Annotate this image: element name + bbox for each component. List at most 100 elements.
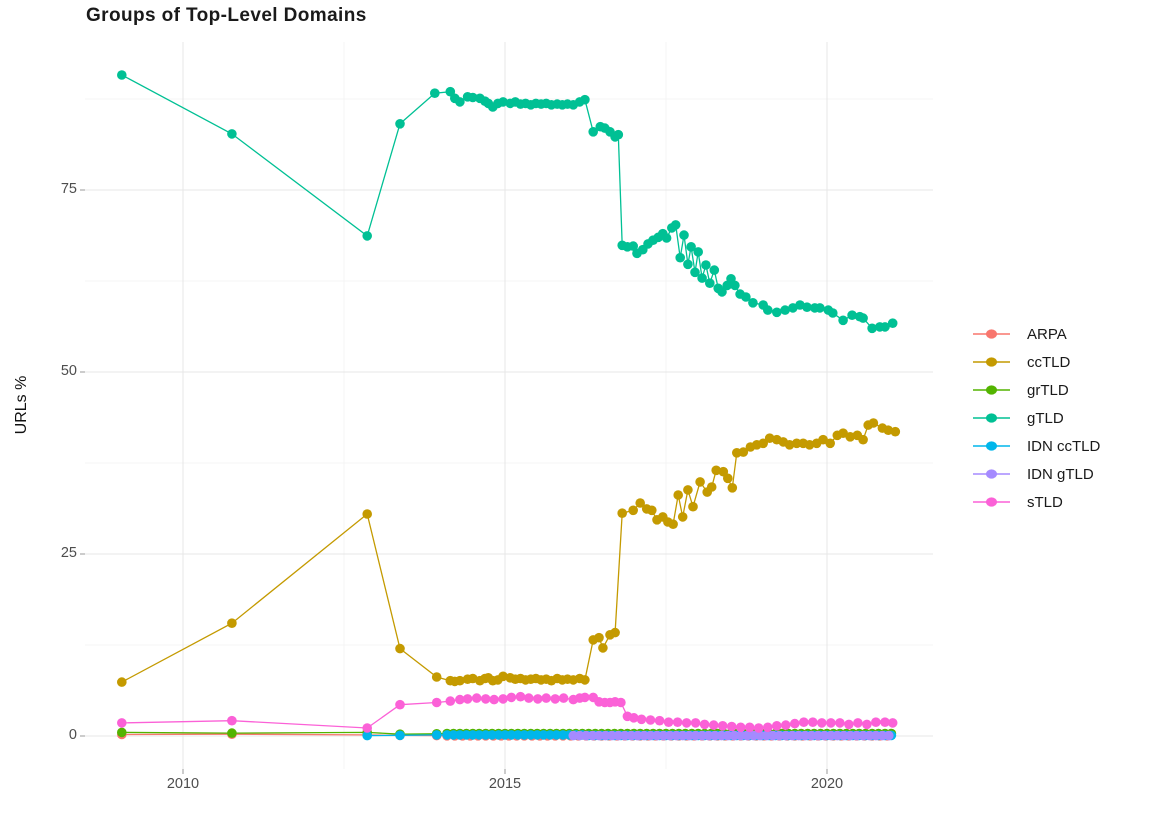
data-point-gtld	[697, 273, 707, 283]
data-point-stld	[550, 694, 560, 704]
data-point-stld	[489, 694, 499, 705]
data-point-stld	[498, 694, 508, 704]
legend-label: grTLD	[1027, 381, 1069, 399]
data-point-gtld	[772, 307, 782, 318]
data-point-idn-gtld	[884, 730, 894, 741]
data-point-cctld	[227, 618, 237, 628]
data-point-stld	[663, 717, 674, 727]
data-point-stld	[480, 694, 491, 704]
data-point-gtld	[748, 298, 758, 308]
data-point-cctld	[890, 426, 901, 437]
data-point-cctld	[838, 428, 848, 439]
data-point-cctld	[758, 438, 768, 449]
data-point-grtld	[227, 728, 237, 738]
legend-key-icon	[973, 385, 1010, 395]
series-line-gtld	[121, 74, 893, 330]
chart-title: Groups of Top-Level Domains	[86, 5, 367, 26]
data-point-gtld	[675, 252, 685, 263]
data-point-gtld	[430, 88, 440, 98]
data-point-gtld	[867, 323, 877, 334]
data-point-stld	[826, 718, 836, 728]
legend-item-idn-gtld: IDN gTLD	[973, 460, 1100, 488]
legend-item-gtld: gTLD	[973, 404, 1100, 432]
data-point-cctld	[825, 438, 835, 449]
data-point-cctld	[858, 434, 868, 445]
data-point-gtld	[780, 305, 790, 315]
data-point-stld	[580, 692, 590, 703]
data-point-stld	[445, 696, 456, 706]
data-point-stld	[506, 692, 517, 703]
data-point-stld	[790, 718, 800, 729]
legend-key-icon	[973, 469, 1010, 479]
legend-label: ARPA	[1027, 325, 1067, 343]
legend-item-stld: sTLD	[973, 488, 1100, 516]
data-point-cctld	[688, 501, 698, 512]
legend-item-cctld: ccTLD	[973, 348, 1100, 376]
data-point-stld	[880, 717, 890, 727]
data-point-gtld	[455, 97, 465, 107]
data-point-idn-cctld	[362, 730, 373, 741]
data-point-gtld	[847, 310, 857, 321]
data-point-gtld	[613, 129, 624, 140]
data-point-gtld	[628, 241, 638, 251]
data-point-stld	[672, 717, 683, 727]
data-point-stld	[753, 723, 764, 733]
data-point-cctld	[683, 485, 693, 495]
data-point-gtld	[661, 233, 672, 243]
data-point-gtld	[395, 119, 405, 129]
data-point-gtld	[717, 287, 727, 297]
data-point-stld	[515, 691, 526, 702]
legend-label: sTLD	[1027, 493, 1063, 511]
data-point-stld	[558, 693, 569, 703]
data-point-gtld	[880, 322, 890, 332]
data-point-stld	[636, 714, 647, 725]
data-point-cctld	[738, 447, 749, 457]
data-point-stld	[772, 721, 782, 731]
x-tick-label: 2015	[488, 776, 522, 792]
data-point-idn-cctld	[431, 730, 442, 740]
y-tick-label: 25	[60, 545, 77, 561]
data-point-stld	[362, 723, 373, 733]
data-point-stld	[455, 694, 465, 705]
data-point-stld	[887, 718, 898, 728]
data-point-stld	[862, 719, 872, 730]
data-point-stld	[763, 722, 773, 733]
data-point-cctld	[723, 473, 733, 484]
data-point-cctld	[610, 627, 620, 638]
data-point-gtld	[670, 220, 681, 230]
data-point-stld	[690, 718, 701, 728]
data-point-stld	[533, 694, 543, 704]
data-point-grtld	[117, 727, 127, 738]
data-point-gtld	[580, 94, 590, 105]
data-point-stld	[616, 697, 626, 708]
data-point-cctld	[668, 519, 678, 529]
data-point-cctld	[635, 498, 645, 508]
data-point-stld	[735, 722, 746, 733]
data-point-gtld	[709, 265, 720, 275]
legend-item-arpa: ARPA	[973, 320, 1100, 348]
data-point-idn-cctld	[395, 730, 405, 741]
data-point-cctld	[628, 505, 638, 516]
data-point-stld	[117, 718, 127, 728]
data-point-cctld	[117, 677, 127, 687]
data-point-stld	[726, 721, 737, 732]
x-tick-label: 2010	[166, 776, 200, 792]
data-point-stld	[629, 713, 639, 723]
data-point-gtld	[730, 280, 740, 291]
legend-key-icon	[973, 329, 1010, 339]
data-point-stld	[431, 697, 442, 708]
data-point-gtld	[468, 92, 478, 103]
data-point-stld	[471, 693, 482, 703]
data-point-stld	[541, 693, 551, 703]
x-tick-label: 2020	[810, 776, 844, 792]
data-point-cctld	[580, 675, 590, 685]
data-point-gtld	[362, 231, 373, 241]
data-point-cctld	[695, 477, 705, 487]
data-point-gtld	[683, 259, 693, 270]
legend-label: gTLD	[1027, 409, 1064, 427]
data-point-gtld	[828, 308, 838, 318]
data-point-cctld	[818, 434, 828, 445]
legend-label: ccTLD	[1027, 353, 1071, 371]
